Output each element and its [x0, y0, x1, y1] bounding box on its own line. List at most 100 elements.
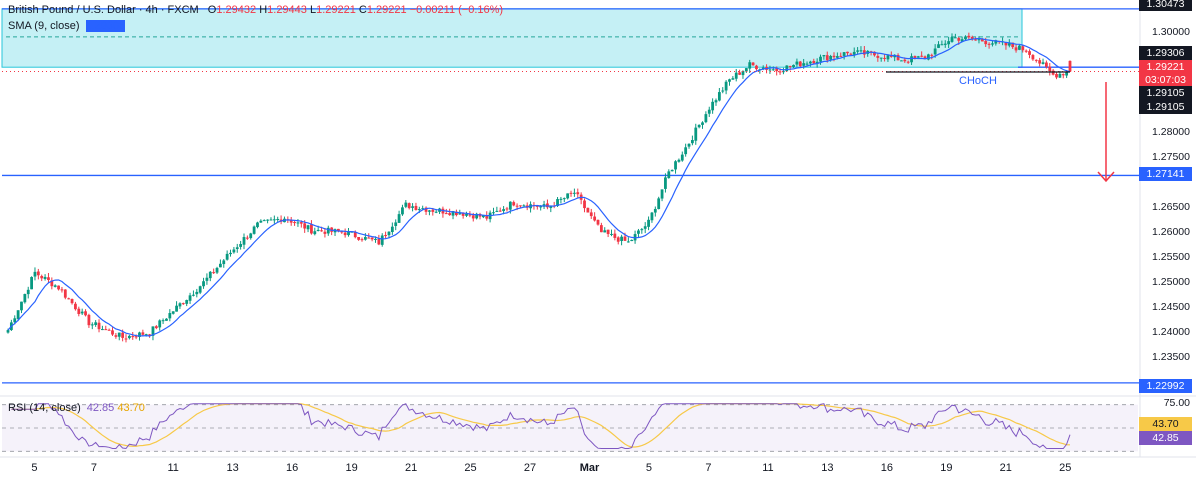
time-tick: 19 — [940, 462, 953, 474]
candle — [30, 276, 33, 290]
price-tick: 1.26000 — [1152, 225, 1190, 238]
candle-body — [127, 335, 131, 339]
candle-body — [397, 214, 401, 223]
candle — [97, 319, 101, 333]
candle — [107, 328, 111, 331]
candle — [782, 67, 785, 75]
candle — [104, 325, 108, 331]
candle — [953, 33, 957, 39]
candle — [67, 297, 71, 300]
candle — [943, 40, 947, 48]
candle-body — [724, 81, 728, 91]
candle-body — [424, 207, 428, 212]
candle — [583, 198, 586, 213]
candle-body — [680, 154, 684, 161]
candle-body — [431, 209, 435, 212]
candle-body — [630, 239, 634, 242]
candle — [809, 60, 812, 67]
sma-price-label: 1.29306 — [1139, 46, 1192, 60]
candle-body — [40, 275, 44, 279]
candle-body — [994, 40, 998, 44]
candle-body — [444, 213, 448, 215]
candle — [222, 259, 226, 268]
candle — [559, 196, 563, 204]
candle-body — [583, 200, 586, 209]
candle-body — [407, 203, 411, 209]
candle-body — [502, 209, 505, 212]
candle — [879, 57, 883, 62]
candle-body — [519, 205, 522, 207]
candle-body — [647, 219, 650, 227]
candle — [448, 208, 452, 216]
candle-body — [215, 267, 219, 273]
candle — [889, 51, 893, 58]
mid-level-label: 1.27141 — [1139, 167, 1192, 181]
candle-body — [50, 280, 54, 287]
candle-body — [559, 198, 563, 200]
candle-body — [181, 303, 185, 305]
candle-body — [239, 244, 243, 247]
candle-body — [640, 229, 644, 231]
candle-body — [289, 220, 293, 223]
time-tick: 13 — [226, 462, 239, 474]
candle-body — [256, 222, 259, 228]
candle-body — [829, 55, 833, 60]
candle-body — [212, 272, 216, 274]
candle — [384, 231, 387, 240]
candle — [347, 228, 350, 237]
candle-body — [495, 210, 499, 212]
candle-body — [691, 140, 694, 144]
candle — [576, 188, 580, 198]
candle-body — [660, 189, 664, 199]
candle-body — [873, 51, 876, 56]
time-tick: 7 — [705, 462, 712, 474]
candle — [158, 319, 162, 331]
candle-body — [448, 213, 452, 216]
candle — [438, 207, 441, 215]
candle — [1041, 58, 1045, 65]
candle — [697, 124, 701, 129]
rsi-ma-value: 43.70 — [117, 402, 145, 414]
candle — [195, 288, 199, 298]
candle-body — [879, 57, 883, 59]
candle-body — [714, 100, 718, 103]
candle — [940, 40, 944, 46]
candle-body — [1038, 60, 1042, 64]
candle-body — [674, 161, 677, 170]
candle — [198, 285, 202, 295]
candle-body — [370, 237, 374, 240]
candle-body — [694, 127, 698, 141]
time-tick: 19 — [345, 462, 358, 474]
candle-body — [316, 229, 320, 231]
candle — [411, 203, 414, 212]
candle — [596, 219, 600, 226]
candle — [805, 61, 809, 66]
candle — [916, 55, 920, 58]
candle-body — [677, 159, 681, 162]
candle-body — [208, 271, 212, 279]
resistance-top-label: 1.30473 — [1139, 0, 1192, 11]
candle-body — [819, 56, 822, 62]
candle-body — [927, 54, 930, 60]
candle-body — [1028, 51, 1031, 55]
candle-body — [1051, 70, 1055, 75]
rsi-tick-75: 75.00 — [1163, 397, 1190, 409]
open-label: O — [207, 4, 217, 16]
candle — [522, 204, 526, 207]
candle-body — [805, 63, 809, 65]
candle — [205, 273, 209, 285]
time-tick: 11 — [762, 462, 774, 474]
candle — [701, 121, 704, 129]
candle-body — [815, 61, 819, 64]
candle — [930, 53, 934, 60]
candle-body — [539, 206, 543, 208]
candle — [43, 274, 47, 281]
candle — [114, 333, 118, 339]
candle-body — [57, 285, 60, 290]
candle-body — [168, 313, 172, 319]
candle — [586, 207, 590, 213]
candle-body — [913, 55, 917, 58]
candle-body — [269, 219, 273, 221]
candle — [171, 311, 175, 315]
